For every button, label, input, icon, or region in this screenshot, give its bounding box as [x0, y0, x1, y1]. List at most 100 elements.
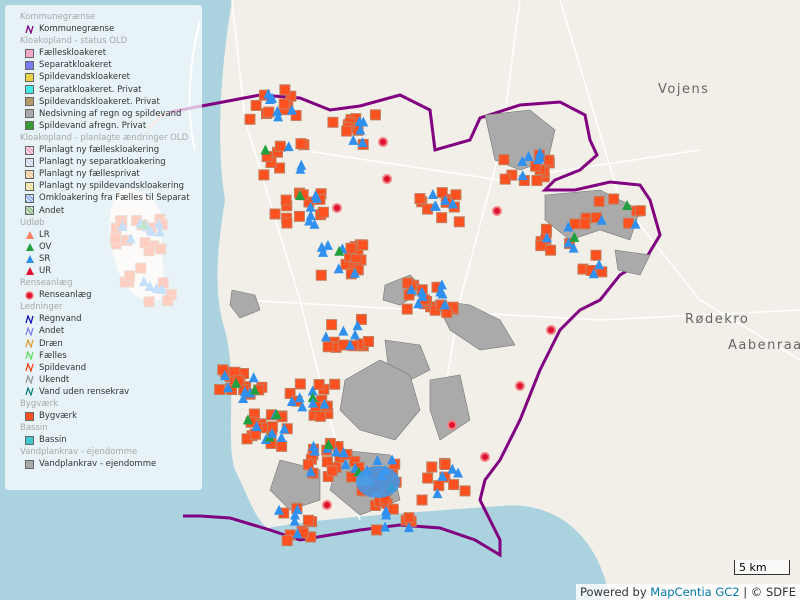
map-symbol	[403, 522, 414, 533]
map-symbol	[322, 341, 334, 353]
map-symbol	[338, 447, 349, 458]
map-symbol	[260, 144, 271, 155]
map-symbol	[274, 504, 285, 515]
legend-label: Fælles	[39, 350, 67, 361]
map-symbol	[540, 223, 552, 235]
map-symbol	[302, 459, 314, 471]
legend-label: OV	[39, 241, 52, 252]
legend-swatch	[25, 73, 34, 83]
legend-swatch	[25, 363, 34, 373]
legend-item: Planlagt ny separatkloakering	[5, 156, 202, 168]
map-symbol	[372, 455, 383, 466]
map-symbol	[294, 378, 306, 390]
map-symbol	[358, 116, 369, 127]
place-label: Aabenraa	[728, 338, 800, 353]
map-symbol	[515, 381, 525, 391]
legend-group-title: Kloakopland - status OLD	[20, 36, 128, 47]
legend-label: Renseanlæg	[39, 290, 92, 301]
map-symbol	[447, 463, 458, 474]
map-symbol	[276, 440, 288, 452]
legend-item: Dræn	[5, 338, 202, 350]
map-symbol	[313, 379, 325, 391]
legend-item: Andet	[5, 205, 202, 217]
legend-swatch	[25, 230, 34, 239]
map-symbol	[355, 313, 367, 325]
legend-item: OV	[5, 241, 202, 253]
legend-swatch	[25, 145, 34, 155]
map-symbol	[317, 206, 329, 218]
map-symbol	[278, 98, 290, 110]
map-symbol	[267, 427, 278, 438]
map-symbol	[323, 439, 334, 450]
legend-swatch	[25, 375, 34, 385]
legend-swatch	[25, 326, 34, 336]
legend-swatch	[25, 242, 34, 251]
map-symbol	[280, 194, 292, 206]
map-symbol	[356, 466, 400, 498]
legend-item: Spildevand	[5, 362, 202, 374]
legend-label: Spildevand	[39, 362, 87, 373]
map-symbol	[630, 218, 641, 229]
map-symbol	[348, 134, 359, 145]
map-symbol	[294, 392, 305, 403]
legend-group-title: Kommunegrænse	[20, 12, 96, 22]
legend-group-title: Bassin	[20, 423, 48, 434]
legend-item: Fælleskloakeret	[5, 47, 202, 59]
legend-label: Nedsivning af regn og spildevand	[39, 108, 182, 119]
map-symbol	[314, 410, 326, 422]
legend-group-title: Renseanlæg	[20, 278, 73, 289]
legend-swatch	[25, 314, 34, 324]
map-symbol	[608, 193, 620, 205]
map-symbol	[334, 245, 345, 256]
map-symbol	[426, 461, 438, 473]
legend-swatch	[25, 411, 34, 421]
map-symbol	[437, 470, 448, 481]
map-symbol	[453, 216, 465, 228]
legend-item: LR	[5, 229, 202, 241]
legend-swatch	[25, 157, 34, 167]
legend-label: Planlagt ny fællesprivat	[39, 169, 140, 180]
map-symbol	[432, 488, 443, 499]
map-symbol	[295, 138, 307, 150]
map-symbol	[439, 299, 450, 310]
legend-swatch	[25, 193, 34, 203]
map-symbol	[214, 384, 226, 396]
map-symbol	[302, 514, 314, 526]
map-symbol	[309, 218, 320, 229]
map-symbol	[271, 409, 282, 420]
map-symbol	[283, 141, 294, 152]
map-symbol	[378, 137, 388, 147]
map-symbol	[593, 195, 605, 207]
map-symbol	[531, 174, 543, 186]
map-symbol	[294, 189, 305, 200]
legend-swatch	[25, 181, 34, 191]
map-symbol	[315, 269, 327, 281]
map-symbol	[440, 194, 451, 205]
attribution-prefix: Powered by	[579, 585, 647, 599]
map-symbol	[281, 535, 293, 547]
attribution-link[interactable]: MapCentia GC2	[650, 585, 740, 599]
legend-label: Vandplankrav - ejendomme	[39, 459, 157, 470]
legend-swatch	[25, 435, 34, 445]
map-symbol	[427, 188, 438, 199]
legend: Kommunegrænse Kommunegrænse Kloakopland - …	[5, 5, 202, 490]
map-symbol	[535, 240, 547, 252]
map-symbol	[532, 154, 543, 165]
map-symbol	[436, 212, 448, 224]
map-symbol	[307, 385, 318, 396]
legend-swatch	[25, 206, 34, 216]
map-symbol	[569, 231, 580, 242]
legend-label: Bygværk	[39, 411, 78, 422]
map-symbol	[297, 401, 308, 412]
map-symbol	[307, 397, 318, 408]
legend-label: Regnvand	[39, 314, 82, 325]
legend-item: Separatkloakeret	[5, 59, 202, 71]
map-symbol	[331, 446, 342, 457]
map-symbol	[286, 396, 297, 407]
map-symbol	[414, 193, 426, 205]
map-symbol	[563, 221, 574, 232]
map-symbol	[416, 494, 428, 506]
map-symbol	[579, 218, 591, 230]
